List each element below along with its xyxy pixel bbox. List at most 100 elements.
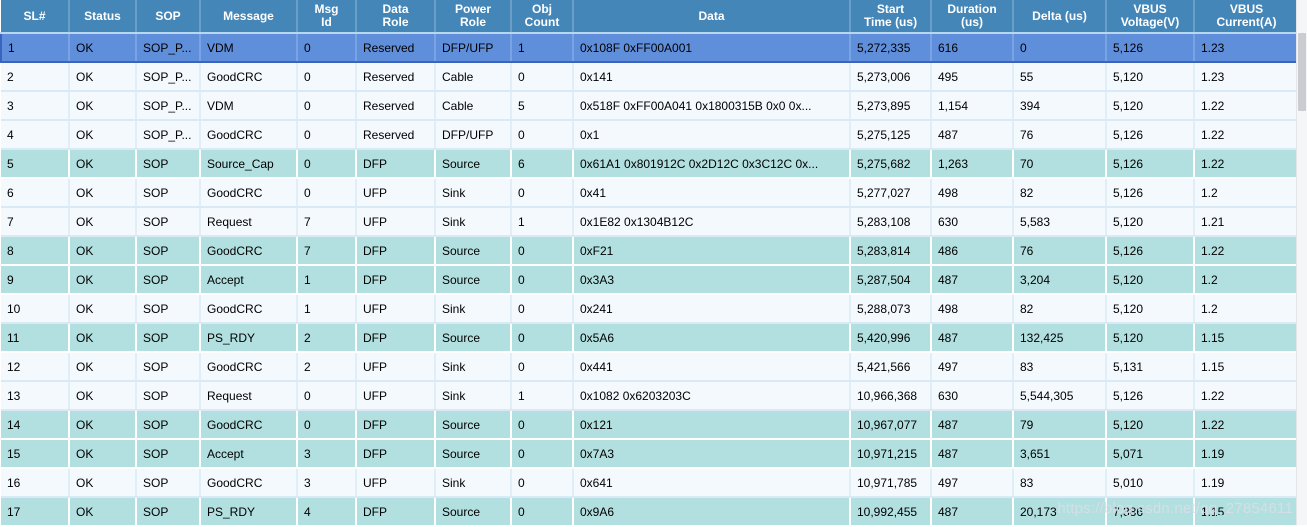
column-header-msg_id[interactable]: Msg Id — [297, 0, 357, 34]
table-row[interactable]: 11 OK SOP PS_RDY 2 DFP Source 0 0x5A6 5,420,996 48… — [1, 323, 1299, 353]
column-header-sop[interactable]: SOP — [136, 0, 201, 34]
cell-vbus_current: 1.2 — [1194, 178, 1299, 208]
cell-start_time: 5,421,566 — [850, 352, 932, 382]
cell-start_time: 5,283,814 — [850, 236, 932, 266]
table-row[interactable]: 4 OK SOP_P... GoodCRC 0 Reserved DFP/UFP 0 0x1 5,… — [1, 120, 1299, 150]
table-row[interactable]: 14 OK SOP GoodCRC 0 DFP Source 0 0x121 10,967,077… — [1, 410, 1299, 440]
cell-delta: 70 — [1013, 149, 1107, 179]
cell-sop: SOP — [136, 468, 201, 498]
column-header-delta[interactable]: Delta (us) — [1013, 0, 1107, 34]
cell-data_role: DFP — [356, 265, 436, 295]
cell-status: OK — [69, 62, 137, 92]
cell-sop: SOP — [136, 410, 201, 440]
table-row[interactable]: 6 OK SOP GoodCRC 0 UFP Sink 0 0x41 5,277,027 498 82… — [1, 178, 1299, 208]
cell-msg_id: 0 — [297, 410, 357, 440]
cell-duration: 487 — [931, 265, 1014, 295]
cell-sop: SOP — [136, 294, 201, 324]
cell-data: 0x441 — [573, 352, 851, 382]
cell-obj_count: 0 — [511, 236, 574, 266]
cell-vbus_current: 1.22 — [1194, 120, 1299, 150]
table-row[interactable]: 16 OK SOP GoodCRC 3 UFP Sink 0 0x641 10,971,785 49… — [1, 468, 1299, 498]
cell-status: OK — [69, 497, 137, 527]
table-row[interactable]: 10 OK SOP GoodCRC 1 UFP Sink 0 0x241 5,288,073 498… — [1, 294, 1299, 324]
cell-power_role: Sink — [435, 207, 512, 237]
cell-power_role: Source — [435, 149, 512, 179]
cell-sop: SOP — [136, 265, 201, 295]
cell-vbus_voltage: 5,126 — [1106, 381, 1195, 411]
cell-delta: 3,651 — [1013, 439, 1107, 469]
cell-message: GoodCRC — [200, 236, 298, 266]
table-row[interactable]: 8 OK SOP GoodCRC 7 DFP Source 0 0xF21 5,283,814 48… — [1, 236, 1299, 266]
cell-status: OK — [69, 178, 137, 208]
cell-vbus_current: 1.15 — [1194, 497, 1299, 527]
column-header-vbus_current[interactable]: VBUS Current(A) — [1194, 0, 1298, 34]
column-header-status[interactable]: Status — [69, 0, 137, 34]
table-row[interactable]: 3 OK SOP_P... VDM 0 Reserved Cable 5 0x518F 0xFF… — [1, 91, 1299, 121]
cell-delta: 3,204 — [1013, 265, 1107, 295]
cell-start_time: 5,420,996 — [850, 323, 932, 353]
cell-vbus_current: 1.22 — [1194, 410, 1299, 440]
cell-sl: 11 — [1, 323, 70, 353]
table-row[interactable]: 5 OK SOP Source_Cap 0 DFP Source 6 0x61A1 0x8019… — [1, 149, 1299, 179]
cell-vbus_current: 1.19 — [1194, 468, 1299, 498]
cell-duration: 630 — [931, 207, 1014, 237]
cell-message: GoodCRC — [200, 178, 298, 208]
column-header-duration[interactable]: Duration (us) — [931, 0, 1014, 34]
cell-sl: 17 — [1, 497, 70, 527]
cell-obj_count: 1 — [511, 381, 574, 411]
column-header-start_time[interactable]: Start Time (us) — [850, 0, 932, 34]
cell-msg_id: 3 — [297, 468, 357, 498]
cell-data_role: DFP — [356, 323, 436, 353]
cell-duration: 498 — [931, 178, 1014, 208]
column-header-data[interactable]: Data — [573, 0, 851, 34]
cell-vbus_current: 1.2 — [1194, 294, 1299, 324]
cell-msg_id: 1 — [297, 294, 357, 324]
table-row[interactable]: 2 OK SOP_P... GoodCRC 0 Reserved Cable 0 0x141 5,… — [1, 62, 1299, 92]
cell-sop: SOP — [136, 236, 201, 266]
cell-obj_count: 6 — [511, 149, 574, 179]
table-row[interactable]: 17 OK SOP PS_RDY 4 DFP Source 0 0x9A6 10,992,455 4… — [1, 497, 1299, 527]
cell-vbus_voltage: 5,120 — [1106, 323, 1195, 353]
cell-start_time: 5,288,073 — [850, 294, 932, 324]
table-row[interactable]: 9 OK SOP Accept 1 DFP Source 0 0x3A3 5,287,504 487… — [1, 265, 1299, 295]
cell-message: Accept — [200, 439, 298, 469]
cell-msg_id: 2 — [297, 323, 357, 353]
cell-start_time: 10,966,368 — [850, 381, 932, 411]
cell-status: OK — [69, 439, 137, 469]
scrollbar-thumb[interactable] — [1298, 33, 1306, 111]
cell-data_role: UFP — [356, 468, 436, 498]
column-header-vbus_voltage[interactable]: VBUS Voltage(V) — [1106, 0, 1195, 34]
table-row[interactable]: 7 OK SOP Request 7 UFP Sink 1 0x1E82 0x1304B12C 5… — [1, 207, 1299, 237]
column-header-sl[interactable]: SL# — [1, 0, 70, 34]
cell-data: 0x121 — [573, 410, 851, 440]
cell-sl: 14 — [1, 410, 70, 440]
table-row[interactable]: 12 OK SOP GoodCRC 2 UFP Sink 0 0x441 5,421,566 497… — [1, 352, 1299, 382]
cell-data_role: Reserved — [356, 91, 436, 121]
vertical-scrollbar[interactable] — [1296, 0, 1307, 525]
cell-delta: 55 — [1013, 62, 1107, 92]
cell-msg_id: 0 — [297, 62, 357, 92]
column-header-data_role[interactable]: Data Role — [356, 0, 436, 34]
table-row[interactable]: 15 OK SOP Accept 3 DFP Source 0 0x7A3 10,971,215 4… — [1, 439, 1299, 469]
cell-duration: 487 — [931, 410, 1014, 440]
cell-delta: 82 — [1013, 294, 1107, 324]
cell-sop: SOP — [136, 149, 201, 179]
table-row[interactable]: 13 OK SOP Request 0 UFP Sink 1 0x1082 0x6203203C… — [1, 381, 1299, 411]
cell-power_role: Sink — [435, 381, 512, 411]
cell-start_time: 5,277,027 — [850, 178, 932, 208]
table-row[interactable]: 1 OK SOP_P... VDM 0 Reserved DFP/UFP 1 0x108F 0x… — [0, 32, 1299, 63]
cell-start_time: 10,971,785 — [850, 468, 932, 498]
cell-status: OK — [69, 410, 137, 440]
cell-start_time: 5,283,108 — [850, 207, 932, 237]
cell-message: Request — [200, 381, 298, 411]
cell-msg_id: 2 — [297, 352, 357, 382]
column-header-power_role[interactable]: Power Role — [435, 0, 512, 34]
column-header-message[interactable]: Message — [200, 0, 298, 34]
column-header-obj_count[interactable]: Obj Count — [511, 0, 574, 34]
cell-vbus_current: 1.22 — [1194, 236, 1299, 266]
cell-data_role: Reserved — [356, 62, 436, 92]
cell-data: 0x41 — [573, 178, 851, 208]
cell-msg_id: 0 — [297, 178, 357, 208]
cell-data_role: DFP — [356, 410, 436, 440]
cell-start_time: 5,275,682 — [850, 149, 932, 179]
